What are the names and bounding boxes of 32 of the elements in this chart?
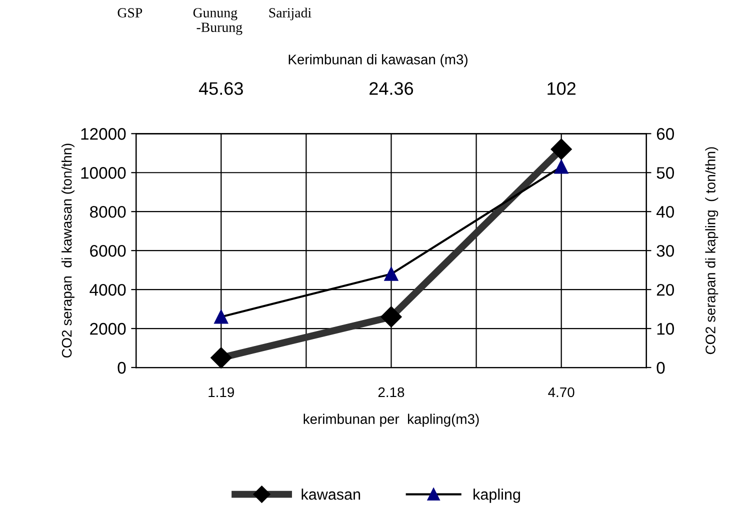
y-tick-label: 0 [118, 362, 126, 374]
legend-label: kawasan [302, 488, 360, 500]
legend-label: kapling [474, 488, 520, 503]
text: GSP [118, 8, 142, 18]
text: 24.36 [370, 82, 414, 95]
y2-tick-label: 20 [656, 284, 674, 296]
y2-tick-label: 0 [656, 362, 665, 374]
y2-tick-label: 60 [656, 128, 674, 140]
point [554, 160, 568, 174]
x-tick-label: 4.70 [548, 387, 574, 398]
point [384, 267, 398, 281]
y-tick-label: 12000 [81, 128, 126, 140]
y-tick-label: 2000 [90, 322, 126, 335]
text: Sarijadi [269, 8, 312, 20]
y2-axis-title: CO2 serapan di kapling ( ton/thn) [705, 147, 718, 354]
x2-axis-title: Kerimbunan di kawasan (m3) [288, 54, 468, 68]
x-axis-title: kerimbunan per kapling(m3) [304, 414, 479, 427]
point [214, 310, 228, 324]
y2-tick-label: 10 [657, 322, 674, 335]
y-tick-label: 8000 [90, 206, 126, 218]
x-tick-label: 1.19 [208, 387, 234, 398]
y2-tick-label: 30 [656, 244, 674, 257]
y-axis-title: CO2 serapan di kawasan (ton/thn) [62, 144, 74, 358]
text: 45.63 [198, 82, 243, 95]
y2-tick-label: 50 [656, 167, 674, 179]
y-tick-label: 4000 [90, 284, 126, 296]
y-tick-label: 6000 [90, 244, 126, 257]
text: Gunung -Burung [193, 8, 242, 35]
x-tick-label: 2.18 [378, 387, 404, 398]
y-tick-label: 10000 [81, 167, 126, 179]
text: 102 [548, 82, 576, 95]
y2-tick-label: 40 [656, 206, 674, 218]
